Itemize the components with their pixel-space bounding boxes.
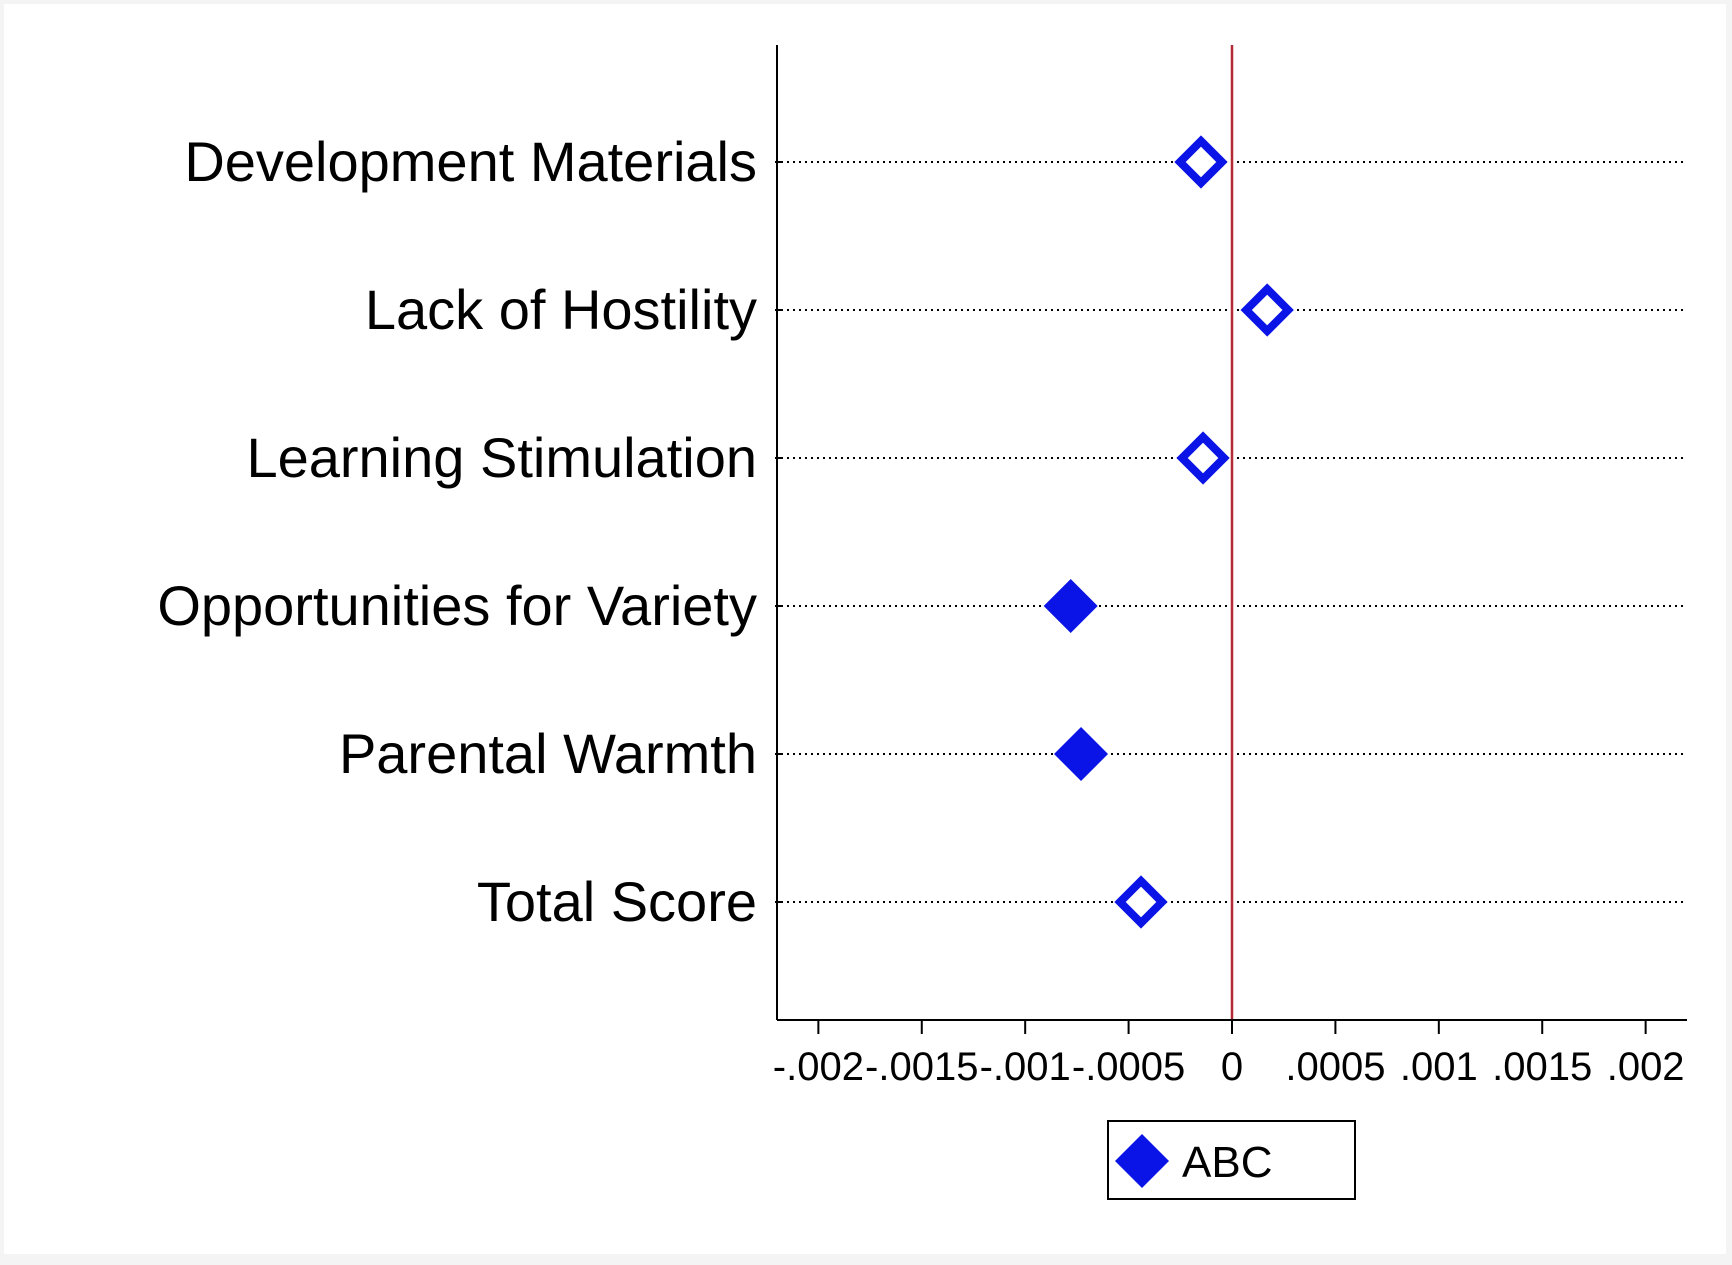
category-label: Lack of Hostility [365, 278, 757, 341]
x-tick-label: -.001 [980, 1045, 1071, 1089]
legend-marker-diamond [1115, 1134, 1169, 1188]
category-label: Development Materials [184, 130, 757, 193]
x-tick-label: -.002 [773, 1045, 864, 1089]
x-tick-label: .001 [1400, 1045, 1478, 1089]
x-axis-ticks: -.002 -.0015 -.001 -.0005 0 .0005 .001 .0015 .00… [773, 1020, 1685, 1089]
x-tick-label: .002 [1607, 1045, 1685, 1089]
x-tick-label: .0015 [1492, 1045, 1592, 1089]
data-point-hollow [1174, 135, 1228, 189]
legend-label: ABC [1182, 1138, 1272, 1187]
category-label: Opportunities for Variety [157, 574, 757, 637]
x-tick-label: 0 [1221, 1045, 1243, 1089]
category-label: Total Score [477, 870, 757, 933]
data-point-filled [1054, 727, 1109, 781]
x-tick-label: .0005 [1285, 1045, 1385, 1089]
plot-background [4, 4, 1726, 1254]
x-tick-label: -.0015 [865, 1045, 978, 1089]
data-points [1043, 135, 1294, 929]
x-tick-label: -.0005 [1072, 1045, 1185, 1089]
legend: ABC [1107, 1120, 1356, 1200]
data-point-hollow [1176, 431, 1230, 485]
data-point-hollow [1240, 283, 1294, 337]
data-point-hollow [1114, 875, 1168, 929]
category-label: Learning Stimulation [246, 426, 757, 489]
data-point-filled [1043, 579, 1098, 633]
category-label: Parental Warmth [339, 722, 757, 785]
y-axis-category-labels: Development Materials Lack of Hostility Le… [157, 130, 757, 933]
